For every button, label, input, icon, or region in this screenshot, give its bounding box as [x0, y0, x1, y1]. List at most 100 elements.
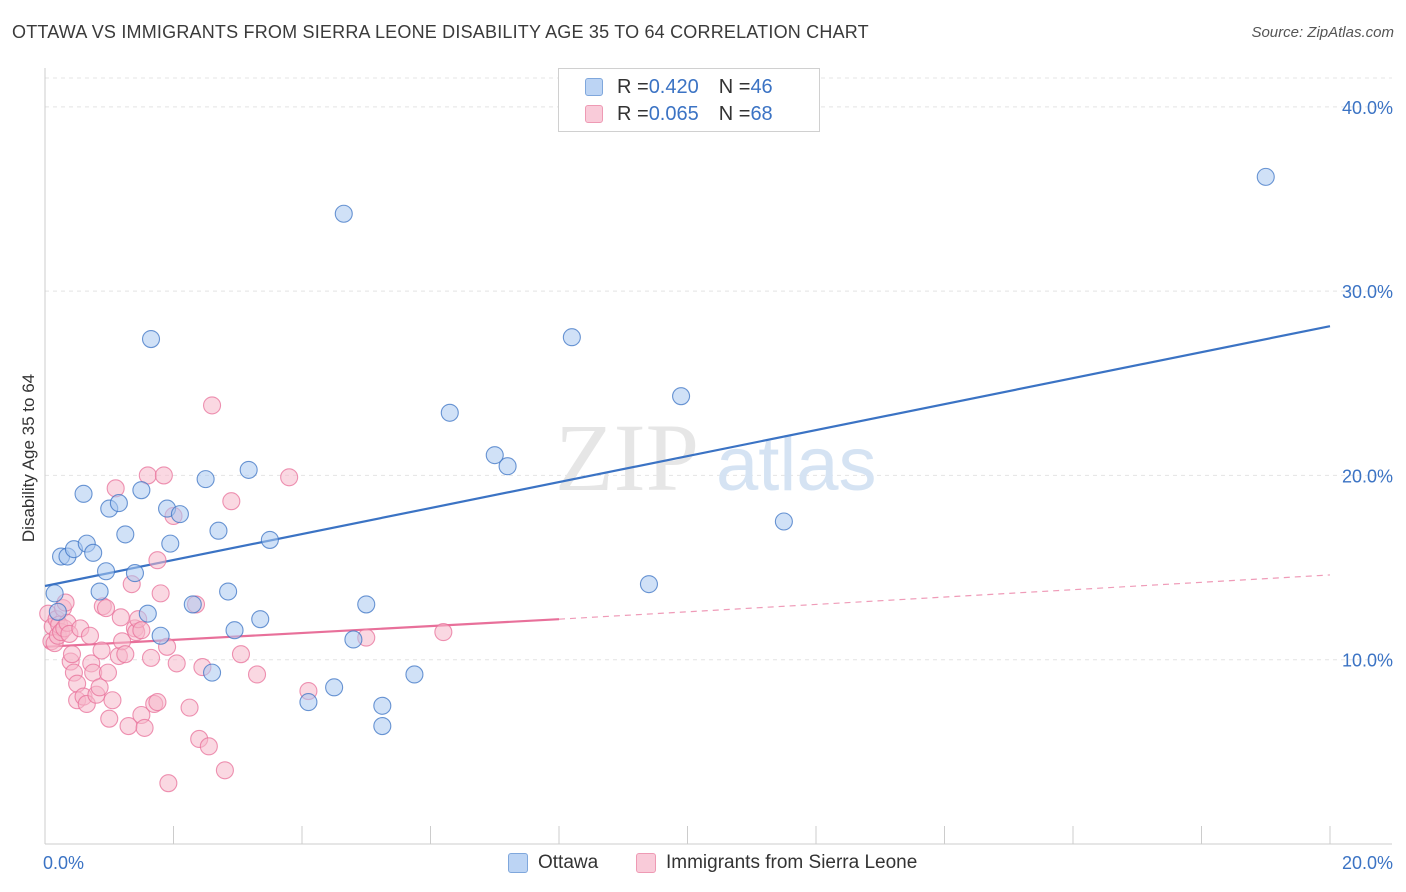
sierra-leone-point [96, 599, 116, 618]
sierra-leone-point [62, 645, 82, 664]
ottawa-point [373, 717, 392, 736]
legend-r-value: 0.420 [648, 75, 699, 98]
sierra-leone-point [148, 551, 167, 570]
y-tick-label: 40.0% [1342, 98, 1393, 118]
ottawa-point [45, 584, 64, 603]
ottawa-point [440, 403, 459, 422]
ottawa-point [109, 494, 128, 513]
ottawa-point [132, 481, 151, 500]
sierra-leone-point [180, 698, 199, 717]
sierra-leone-point [199, 737, 218, 756]
ottawa-point [1256, 167, 1275, 186]
ottawa-trend-line [44, 325, 1331, 588]
sierra-leone-point [231, 645, 251, 664]
axes [44, 68, 1392, 845]
ottawa-point [196, 470, 215, 489]
ottawa-point [203, 663, 222, 682]
sierra-leone-point [116, 645, 135, 664]
ottawa-point [90, 582, 109, 601]
legend-n-label: N = [718, 102, 751, 125]
source-label: Source: ZipAtlas.com [1251, 24, 1394, 41]
sierra-leone-point [148, 693, 167, 712]
legend-n-value: 46 [750, 75, 773, 98]
legend-n-label: N = [718, 75, 751, 98]
bottom-legend-ottawa: Ottawa [508, 852, 598, 874]
y-axis-label: Disability Age 35 to 64 [19, 374, 38, 542]
x-tick-label: 0.0% [43, 853, 84, 873]
sierra-leone-point [247, 665, 267, 684]
bottom-legend-label: Immigrants from Sierra Leone [666, 852, 918, 873]
watermark-atlas: atlas [716, 422, 877, 507]
sierra-leone-point [203, 396, 222, 415]
ottawa-point [96, 562, 116, 581]
sierra-leone-point [434, 623, 453, 642]
ottawa-point [251, 610, 270, 629]
ottawa-point [48, 602, 67, 621]
legend-r-label: R = [617, 102, 649, 125]
ottawa-point [219, 582, 238, 601]
sierra-leone-point [80, 626, 100, 645]
ottawa-point [151, 626, 170, 645]
legend-r-label: R = [617, 75, 649, 98]
ottawa-point [334, 204, 353, 223]
sierra-leone-point [222, 492, 241, 511]
sierra-leone-point [132, 621, 151, 640]
ottawa-point [170, 505, 189, 524]
ottawa-point [498, 457, 517, 476]
sierra-leone-point [103, 691, 122, 710]
ottawa-point [373, 696, 392, 715]
sierra-leone-trend-extension [558, 574, 1331, 620]
sierra-leone-point [141, 648, 161, 667]
ottawa-point [485, 446, 504, 465]
sierra-leone-point [90, 678, 109, 697]
legend-swatch-sierra [585, 105, 603, 123]
tick-labels: 10.0% 20.0% 30.0% 40.0% 0.0% 20.0% [43, 98, 1393, 873]
ottawa-point [141, 330, 161, 349]
sierra-leone-point [106, 479, 125, 498]
x-tick-label: 20.0% [1342, 853, 1393, 873]
grid-lines [45, 77, 1392, 661]
legend-row-sierra: R = 0.065 N = 68 [585, 101, 773, 127]
ottawa-point [260, 530, 279, 549]
ottawa-point [325, 678, 344, 697]
sierra-leone-point [111, 608, 130, 627]
ottawa-point [344, 630, 363, 649]
bottom-legend-sierra: Immigrants from Sierra Leone [636, 852, 917, 874]
data-points [39, 167, 1275, 793]
sierra-leone-point [167, 654, 186, 673]
ottawa-point [774, 512, 793, 531]
stats-legend: R = 0.420 N = 46 R = 0.065 N = 68 [558, 68, 820, 132]
bottom-swatch-sierra [636, 853, 656, 873]
ottawa-point [639, 575, 659, 594]
sierra-leone-point [154, 466, 173, 485]
legend-row-ottawa: R = 0.420 N = 46 [585, 74, 773, 100]
chart-title: OTTAWA VS IMMIGRANTS FROM SIERRA LEONE D… [12, 22, 869, 42]
y-tick-label: 30.0% [1342, 282, 1393, 302]
sierra-leone-point [159, 774, 178, 793]
sierra-leone-point [280, 468, 299, 487]
sierra-leone-point [92, 641, 111, 660]
ottawa-point [116, 525, 135, 544]
legend-swatch-ottawa [585, 78, 603, 96]
ottawa-point [225, 621, 244, 640]
sierra-leone-point [215, 761, 234, 780]
ottawa-point [209, 521, 228, 540]
ottawa-point [672, 387, 691, 406]
bottom-swatch-ottawa [508, 853, 528, 873]
ottawa-point [138, 604, 157, 623]
ottawa-point [357, 595, 376, 614]
ottawa-point [84, 543, 103, 562]
ottawa-point [299, 693, 318, 712]
legend-n-value: 68 [750, 102, 773, 125]
ottawa-point [239, 460, 258, 479]
bottom-legend-label: Ottawa [538, 852, 599, 873]
sierra-leone-point [100, 709, 119, 728]
ottawa-point [161, 534, 180, 553]
ottawa-point [562, 328, 581, 347]
ottawa-point [405, 665, 424, 684]
y-tick-label: 20.0% [1342, 466, 1393, 486]
watermark: ZIP atlas [555, 404, 877, 511]
ottawa-point [74, 484, 93, 503]
ottawa-point [125, 564, 144, 583]
